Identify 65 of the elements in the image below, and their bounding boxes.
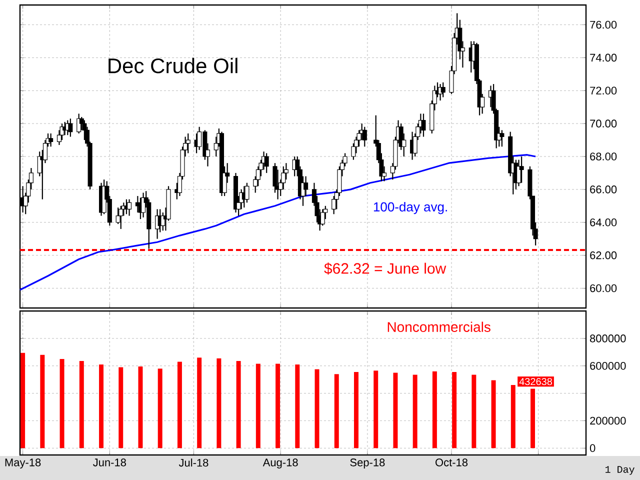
data-label: 432638 [519, 378, 552, 386]
bar [236, 361, 241, 448]
candlestick [68, 118, 73, 138]
y-tick-label: 74.00 [590, 54, 617, 62]
bar [138, 366, 143, 448]
candlestick [127, 198, 132, 216]
bar [40, 354, 45, 448]
bar [334, 374, 339, 448]
y-tick-label: 600000 [590, 362, 626, 370]
bar [510, 385, 516, 448]
bar [452, 372, 457, 448]
x-tick-label: Jul-18 [178, 458, 208, 467]
bar [60, 359, 64, 448]
bar [393, 372, 398, 448]
y-tick-label: 66.00 [590, 186, 617, 194]
text: Noncommercials [388, 322, 490, 332]
candlestick [304, 176, 308, 197]
bar [118, 367, 124, 448]
x-tick-label: Oct-18 [436, 458, 468, 466]
candlestick [516, 159, 522, 187]
bar [354, 372, 358, 448]
bar [177, 362, 182, 448]
bar [412, 374, 418, 448]
bar [276, 364, 280, 448]
bar [491, 380, 496, 448]
y-tick-label: 64.00 [590, 218, 617, 226]
y-tick-label: 76.00 [590, 20, 617, 29]
bar [197, 358, 202, 448]
text: Dec Crude Oil [108, 58, 238, 74]
y-tick-label: 72.00 [590, 86, 617, 95]
x-tick-label: Aug-18 [262, 458, 298, 468]
bar [20, 352, 26, 448]
bar [216, 358, 222, 448]
candlestick [116, 206, 120, 225]
y-tick-label: 200000 [590, 416, 626, 425]
bar [295, 364, 300, 448]
y-tick-label: 60.00 [590, 284, 617, 292]
bar [99, 364, 104, 448]
line-series [19, 154, 536, 291]
candlestick [186, 132, 190, 154]
bar [158, 368, 162, 448]
bar [79, 361, 84, 448]
bar [432, 371, 437, 448]
y-tick-label: 62.00 [590, 251, 617, 260]
candlestick [440, 82, 446, 98]
series-label: 100-day avg. [374, 202, 447, 214]
candlestick [118, 205, 124, 230]
candlestick [48, 132, 54, 148]
y-tick-label: 800000 [590, 334, 626, 342]
bar [472, 374, 476, 448]
bar [374, 370, 378, 448]
x-tick-label: Sep-18 [350, 458, 385, 468]
bar [256, 364, 260, 448]
candlestick [519, 156, 524, 184]
candlestick [500, 130, 504, 148]
ref-line-label: $62.32 = June low [324, 262, 446, 275]
bar [314, 369, 320, 448]
bar [530, 388, 536, 448]
x-tick-label: Jun-18 [93, 458, 126, 466]
x-tick-label: May-18 [5, 458, 41, 468]
y-tick-label: 68.00 [590, 152, 617, 160]
candlestick [244, 182, 250, 204]
y-tick-label: 70.00 [590, 120, 617, 128]
y-tick-label: 0 [590, 444, 596, 452]
text: 1 Day [606, 466, 634, 475]
